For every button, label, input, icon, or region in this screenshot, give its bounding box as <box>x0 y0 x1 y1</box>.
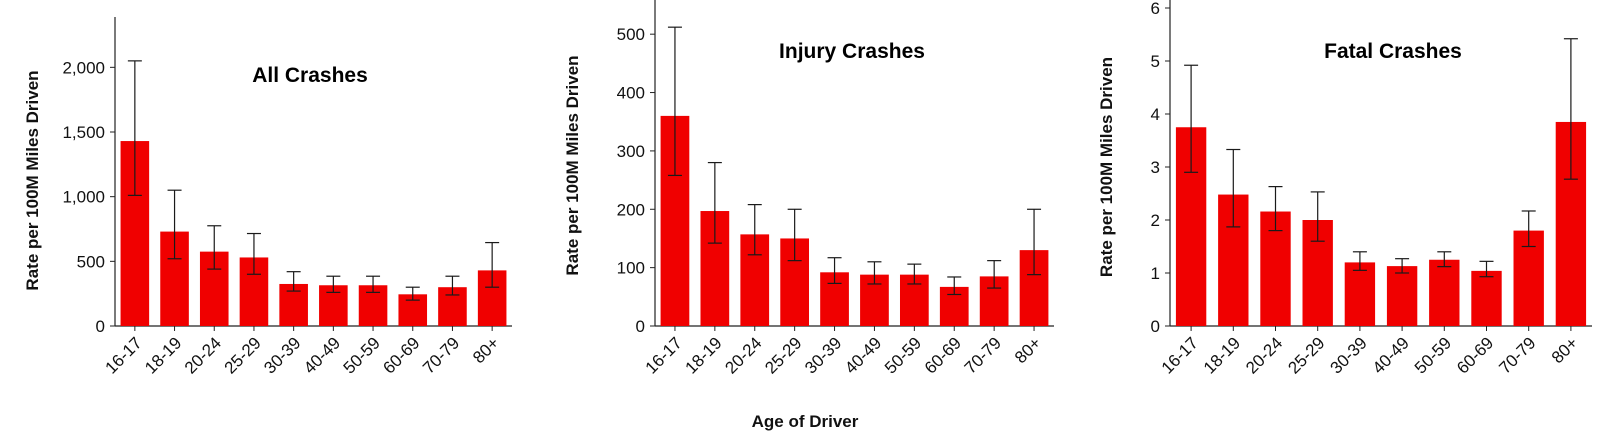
y-tick-label: 6 <box>1151 0 1160 18</box>
x-tick-label: 18-19 <box>141 333 185 377</box>
bar-30-39 <box>1344 262 1376 326</box>
y-tick-label: 3 <box>1151 158 1160 177</box>
x-tick-label: 25-29 <box>221 333 265 377</box>
x-tick-label: 30-39 <box>260 333 304 377</box>
x-tick-label: 20-24 <box>721 333 765 377</box>
x-tick-label: 60-69 <box>921 333 965 377</box>
panel-all-crashes: All Crashes Rate per 100M Miles Driven 0 50… <box>23 17 512 378</box>
y-tick-label: 0 <box>636 317 645 336</box>
y-axis-title: Rate per 100M Miles Driven <box>563 55 582 275</box>
y-tick-label: 1,500 <box>62 123 105 142</box>
panel-title: All Crashes <box>252 64 368 87</box>
y-tick-label: 300 <box>617 142 645 161</box>
y-tick-label: 4 <box>1151 105 1160 124</box>
x-tick-label: 60-69 <box>1453 333 1497 377</box>
x-tick-label: 20-24 <box>1242 333 1286 377</box>
y-tick-label: 2,000 <box>62 58 105 77</box>
y-tick-label: 500 <box>77 252 105 271</box>
x-tick-label: 70-79 <box>961 333 1005 377</box>
x-tick-label: 60-69 <box>379 333 423 377</box>
x-tick-label: 40-49 <box>1369 333 1413 377</box>
x-tick-label: 40-49 <box>300 333 344 377</box>
x-tick-label: 25-29 <box>761 333 805 377</box>
x-tick-label: 20-24 <box>181 333 225 377</box>
x-tick-label: 80+ <box>469 333 503 367</box>
y-tick-label: 5 <box>1151 52 1160 71</box>
bar-40-49 <box>1386 266 1418 326</box>
panel-fatal-crashes: Fatal Crashes Rate per 100M Miles Driven 0… <box>1097 0 1592 378</box>
y-tick-label: 2 <box>1151 211 1160 230</box>
panel-injury-crashes: Injury Crashes Rate per 100M Miles Driven… <box>563 0 1054 378</box>
y-axis-title: Rate per 100M Miles Driven <box>23 70 42 290</box>
y-tick-label: 100 <box>617 259 645 278</box>
x-tick-label: 16-17 <box>642 333 686 377</box>
shared-x-axis-title: Age of Driver <box>752 412 859 431</box>
x-tick-label: 70-79 <box>419 333 463 377</box>
y-tick-label: 0 <box>96 317 105 336</box>
panel-title: Injury Crashes <box>779 40 925 63</box>
y-tick-label: 400 <box>617 84 645 103</box>
x-tick-label: 30-39 <box>801 333 845 377</box>
x-tick-label: 18-19 <box>1200 333 1244 377</box>
x-tick-label: 18-19 <box>681 333 725 377</box>
panel-title: Fatal Crashes <box>1324 40 1462 63</box>
x-tick-label: 50-59 <box>1411 333 1455 377</box>
x-tick-label: 50-59 <box>881 333 925 377</box>
bar-50-59 <box>1429 259 1460 326</box>
x-tick-label: 50-59 <box>340 333 384 377</box>
y-tick-label: 200 <box>617 200 645 219</box>
y-tick-label: 0 <box>1151 317 1160 336</box>
bar-60-69 <box>1471 270 1502 326</box>
y-tick-label: 1 <box>1151 264 1160 283</box>
x-tick-label: 70-79 <box>1495 333 1539 377</box>
x-tick-label: 80+ <box>1548 333 1582 367</box>
x-tick-label: 40-49 <box>841 333 885 377</box>
x-tick-label: 16-17 <box>101 333 145 377</box>
x-tick-label: 25-29 <box>1284 333 1328 377</box>
y-axis-title: Rate per 100M Miles Driven <box>1097 57 1116 277</box>
x-tick-label: 16-17 <box>1158 333 1202 377</box>
y-tick-label: 1,000 <box>62 188 105 207</box>
y-tick-label: 500 <box>617 25 645 44</box>
x-tick-label: 80+ <box>1011 333 1045 367</box>
x-tick-label: 30-39 <box>1327 333 1371 377</box>
